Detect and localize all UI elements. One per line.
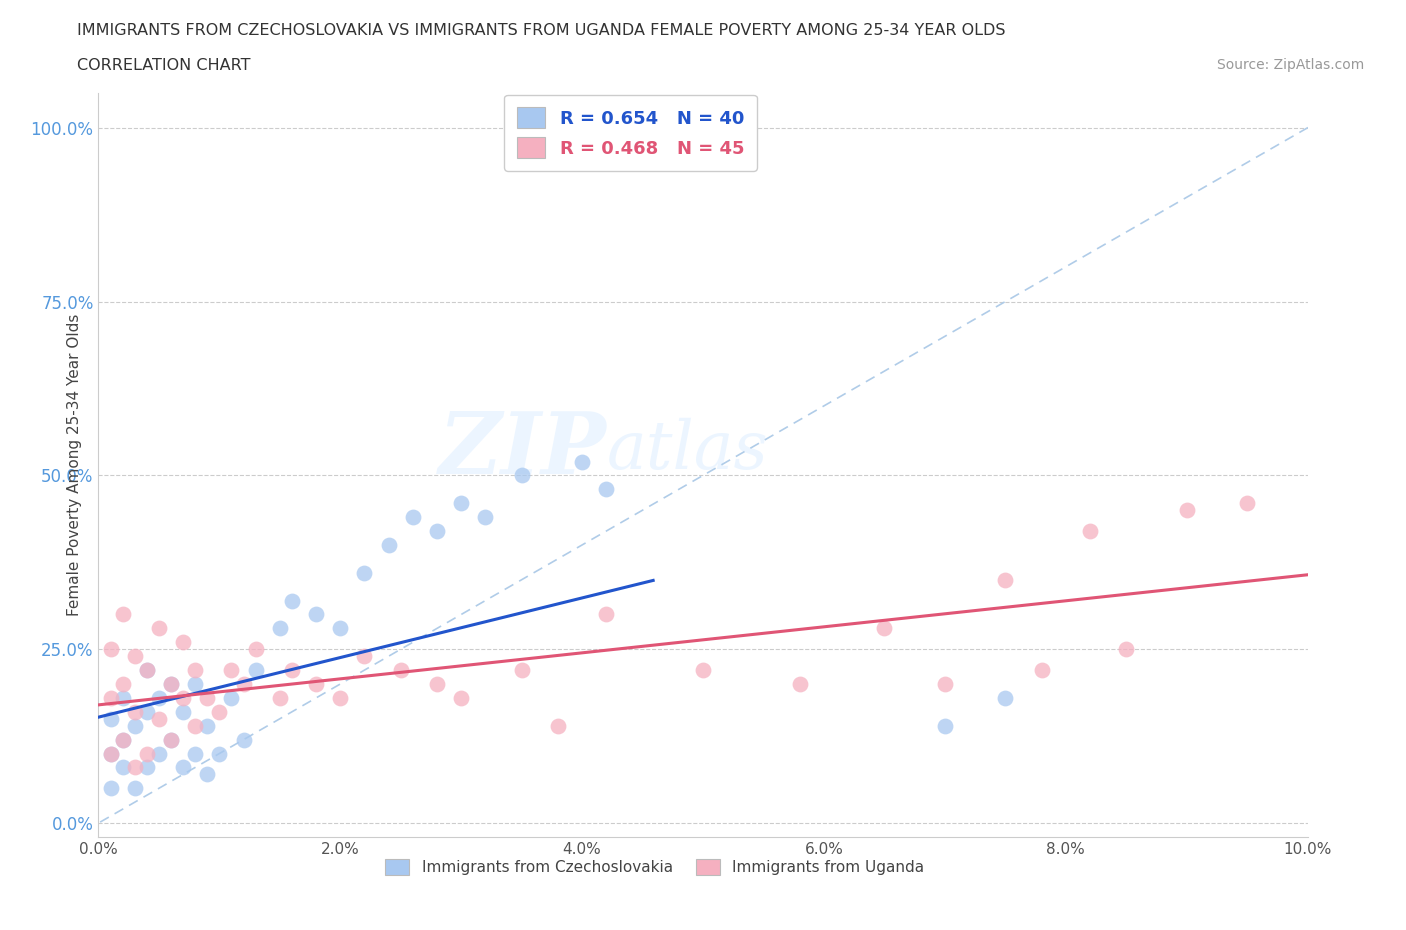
Point [160, 677, 183, 692]
Point [172, 760, 194, 775]
Point [1078, 524, 1101, 538]
Point [389, 663, 412, 678]
Point [789, 677, 811, 692]
Point [377, 538, 399, 552]
Point [1236, 496, 1258, 511]
Point [100, 711, 122, 726]
Point [184, 663, 207, 678]
Point [195, 690, 218, 705]
Point [994, 572, 1017, 587]
Point [124, 704, 146, 719]
Point [195, 718, 218, 733]
Point [100, 746, 122, 761]
Point [135, 663, 157, 678]
Point [1031, 663, 1053, 678]
Point [148, 690, 170, 705]
Y-axis label: Female Poverty Among 25-34 Year Olds: Female Poverty Among 25-34 Year Olds [66, 313, 82, 617]
Point [111, 732, 134, 747]
Text: Source: ZipAtlas.com: Source: ZipAtlas.com [1216, 58, 1364, 72]
Point [172, 690, 194, 705]
Point [111, 732, 134, 747]
Point [269, 621, 291, 636]
Text: IMMIGRANTS FROM CZECHOSLOVAKIA VS IMMIGRANTS FROM UGANDA FEMALE POVERTY AMONG 25: IMMIGRANTS FROM CZECHOSLOVAKIA VS IMMIGR… [77, 23, 1005, 38]
Point [269, 690, 291, 705]
Point [111, 677, 134, 692]
Point [135, 746, 157, 761]
Point [184, 718, 207, 733]
Point [305, 607, 328, 622]
Point [160, 677, 183, 692]
Point [172, 635, 194, 650]
Point [426, 524, 449, 538]
Point [873, 621, 896, 636]
Text: CORRELATION CHART: CORRELATION CHART [77, 58, 250, 73]
Point [353, 565, 375, 580]
Text: atlas: atlas [606, 418, 768, 483]
Point [426, 677, 449, 692]
Point [450, 496, 472, 511]
Point [245, 663, 267, 678]
Point [100, 690, 122, 705]
Point [547, 718, 569, 733]
Point [1115, 642, 1137, 657]
Point [221, 690, 243, 705]
Point [595, 607, 617, 622]
Point [208, 746, 231, 761]
Point [595, 482, 617, 497]
Point [281, 663, 304, 678]
Point [221, 663, 243, 678]
Point [571, 454, 593, 469]
Point [281, 593, 304, 608]
Point [305, 677, 328, 692]
Point [124, 781, 146, 796]
Point [148, 621, 170, 636]
Point [124, 649, 146, 664]
Point [124, 760, 146, 775]
Point [692, 663, 714, 678]
Point [100, 642, 122, 657]
Point [184, 677, 207, 692]
Point [100, 746, 122, 761]
Point [172, 704, 194, 719]
Point [353, 649, 375, 664]
Point [111, 607, 134, 622]
Point [111, 760, 134, 775]
Point [148, 746, 170, 761]
Point [160, 732, 183, 747]
Point [135, 760, 157, 775]
Point [184, 746, 207, 761]
Point [135, 704, 157, 719]
Point [994, 690, 1017, 705]
Point [160, 732, 183, 747]
Point [124, 718, 146, 733]
Point [329, 621, 352, 636]
Point [195, 767, 218, 782]
Point [510, 468, 533, 483]
Point [232, 677, 254, 692]
Point [148, 711, 170, 726]
Point [245, 642, 267, 657]
Point [232, 732, 254, 747]
Point [135, 663, 157, 678]
Point [100, 781, 122, 796]
Text: ZIP: ZIP [439, 408, 606, 492]
Point [1175, 503, 1198, 518]
Point [402, 510, 425, 525]
Point [934, 677, 956, 692]
Legend: Immigrants from Czechoslovakia, Immigrants from Uganda: Immigrants from Czechoslovakia, Immigran… [378, 853, 931, 882]
Point [934, 718, 956, 733]
Point [208, 704, 231, 719]
Point [329, 690, 352, 705]
Point [111, 690, 134, 705]
Point [450, 690, 472, 705]
Point [510, 663, 533, 678]
Point [474, 510, 496, 525]
